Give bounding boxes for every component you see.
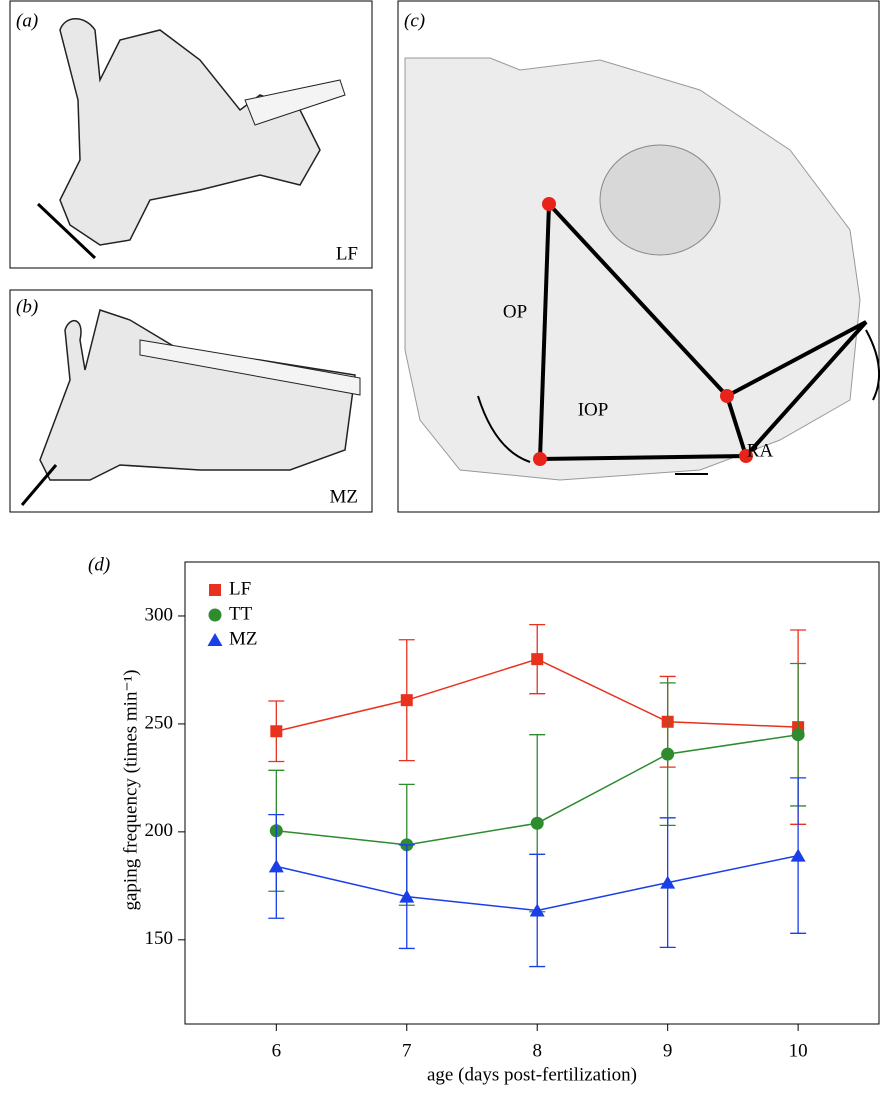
annotation: IOP [578,399,609,420]
legend-marker [208,633,223,646]
legend-label: TT [229,603,253,624]
y-tick-label: 250 [145,712,174,733]
scale-bar [22,465,56,505]
panel-label: (d) [88,554,110,575]
x-tick-label: 10 [789,1040,808,1061]
point [401,694,413,706]
head-drawing [405,58,860,480]
panel-label: (a) [16,10,38,31]
legend-marker [209,584,221,596]
x-tick-label: 8 [532,1040,542,1061]
y-tick-label: 200 [145,820,174,841]
legend-label: LF [229,578,251,599]
point [270,725,282,737]
point [531,653,543,665]
x-tick-label: 7 [402,1040,412,1061]
figure: (a) LF (b) MZ (c) OP IOP RA (d) age (day… [0,0,880,1097]
plot-frame [185,562,879,1024]
panel-label: (b) [16,296,38,317]
x-tick-label: 9 [663,1040,673,1061]
legend-label: MZ [229,628,258,649]
panel-tag: MZ [330,486,359,507]
y-tick-label: 300 [145,604,174,625]
point [269,859,284,872]
panel-label: (c) [404,10,425,31]
annotation: OP [503,301,527,322]
y-tick-label: 150 [145,928,174,949]
panel-tag: LF [336,243,358,264]
jaw-drawing [60,19,320,245]
eye-drawing [600,145,720,255]
point [661,748,674,761]
y-axis-label: gaping frequency (times min⁻¹) [120,669,141,910]
point [792,728,805,741]
x-tick-label: 6 [272,1040,282,1061]
x-axis-label: age (days post-fertilization) [427,1064,637,1085]
jaw-drawing [40,310,355,480]
legend-marker [209,609,222,622]
point [531,817,544,830]
point [791,849,806,862]
annotation: RA [747,440,774,461]
